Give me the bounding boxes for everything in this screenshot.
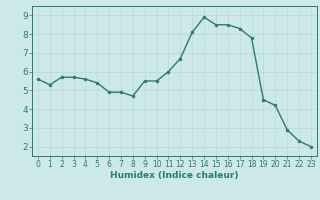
- X-axis label: Humidex (Indice chaleur): Humidex (Indice chaleur): [110, 171, 239, 180]
